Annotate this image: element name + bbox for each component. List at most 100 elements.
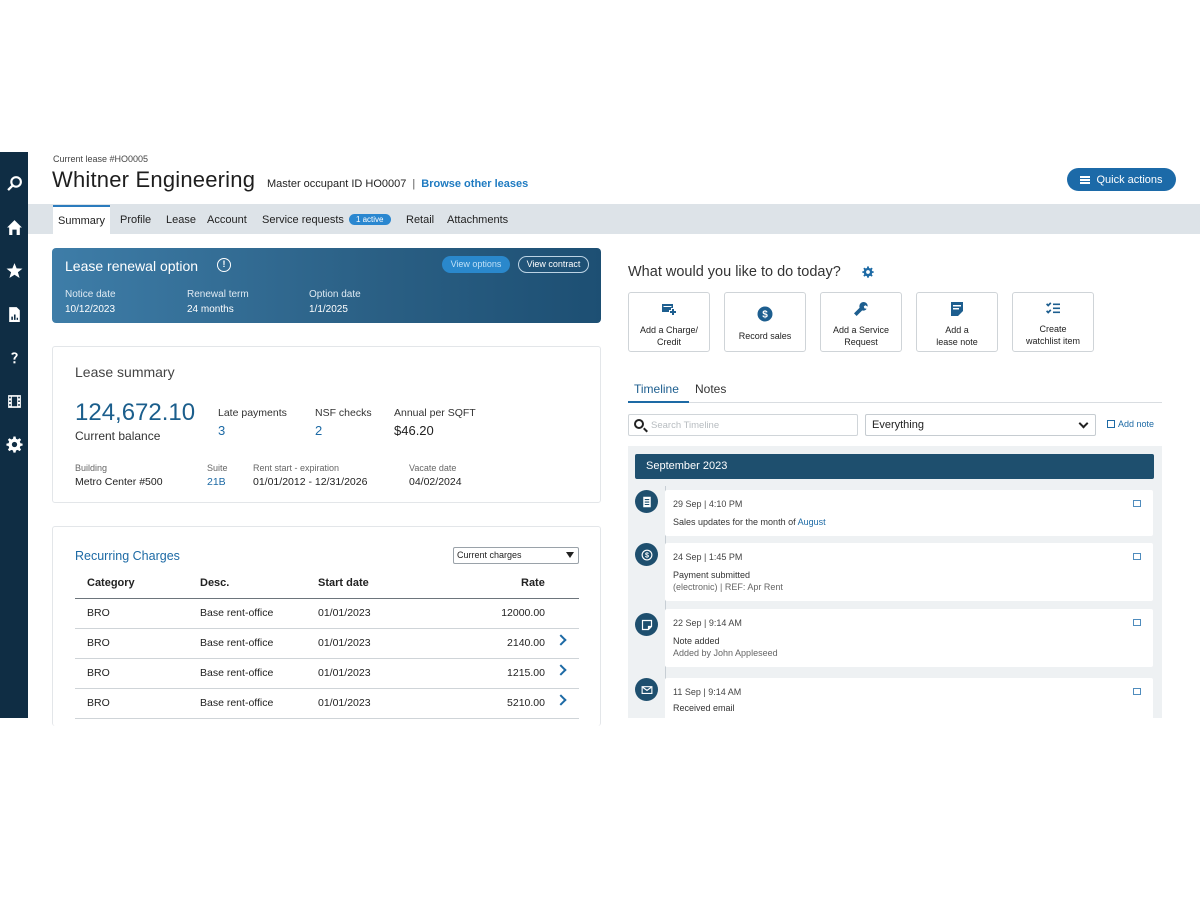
left-nav-rail: [0, 152, 28, 718]
tab-profile[interactable]: Profile: [120, 205, 151, 234]
add-service-request-button[interactable]: Add a Service Request: [820, 292, 902, 352]
expand-entry-icon[interactable]: [1133, 500, 1141, 507]
annual-per-sqft-value: $46.20: [394, 423, 434, 438]
recurring-charges-title: Recurring Charges: [75, 549, 180, 563]
expand-entry-icon[interactable]: [1133, 553, 1141, 560]
tab-summary[interactable]: Summary: [53, 205, 111, 234]
annual-per-sqft-label: Annual per SQFT: [394, 407, 476, 419]
timeline-panel: September 2023 29 Sep | 4:10 PM Sales up…: [628, 446, 1162, 718]
quick-actions-label: Quick actions: [1096, 173, 1163, 186]
home-icon[interactable]: [0, 212, 28, 242]
view-options-button[interactable]: View options: [442, 256, 510, 273]
entry-link[interactable]: August: [797, 517, 826, 527]
tab-account[interactable]: Account: [207, 205, 247, 234]
column-header-category: Category: [87, 577, 135, 589]
cell-start-date: 01/01/2023: [318, 667, 371, 679]
caret-down-icon: [566, 552, 574, 558]
add-charge-credit-button[interactable]: Add a Charge/ Credit: [628, 292, 710, 352]
tab-service-requests[interactable]: Service requests 1 active: [262, 205, 391, 234]
film-icon[interactable]: [0, 386, 28, 416]
current-lease-breadcrumb: Current lease #HO0005: [53, 154, 149, 164]
table-header-divider: [75, 598, 579, 599]
note-icon: [949, 301, 965, 317]
nsf-checks-value[interactable]: 2: [315, 423, 323, 438]
column-header-desc: Desc.: [200, 577, 230, 589]
star-icon[interactable]: [0, 255, 28, 285]
cell-category: BRO: [87, 667, 110, 679]
card-plus-icon: [661, 301, 677, 317]
entry-timestamp: 22 Sep | 9:14 AM: [673, 618, 742, 628]
record-sales-button[interactable]: $ Record sales: [724, 292, 806, 352]
create-watchlist-item-button[interactable]: Create watchlist item: [1012, 292, 1094, 352]
dollar-circle-icon: $: [757, 306, 773, 322]
action-label: watchlist item: [1025, 336, 1080, 346]
entry-subtext: (electronic) | REF: Apr Rent: [673, 582, 783, 592]
dollar-icon: $: [635, 543, 658, 566]
tab-notes[interactable]: Notes: [695, 382, 727, 396]
table-row[interactable]: BRO Base rent-office 01/01/2023 2140.00: [53, 628, 602, 658]
timeline-filter-select[interactable]: Everything: [865, 414, 1096, 436]
timeline-entry[interactable]: 11 Sep | 9:14 AM Received email: [665, 678, 1153, 718]
lease-renewal-card: Lease renewal option ! View options View…: [52, 248, 601, 323]
rent-start-expiration-label: Rent start - expiration: [253, 463, 340, 473]
chevron-right-icon[interactable]: [555, 694, 567, 706]
search-icon[interactable]: [0, 168, 28, 198]
customize-gear-icon[interactable]: [862, 265, 874, 278]
report-document-icon[interactable]: [0, 299, 28, 329]
table-row[interactable]: BRO Base rent-office 01/01/2023 12000.00: [53, 598, 602, 628]
entry-timestamp: 24 Sep | 1:45 PM: [673, 552, 743, 562]
settings-gear-icon[interactable]: [0, 429, 28, 459]
timeline-entry[interactable]: 29 Sep | 4:10 PM Sales updates for the m…: [665, 490, 1153, 536]
vacate-date-label: Vacate date: [409, 463, 457, 473]
tab-attachments[interactable]: Attachments: [447, 205, 508, 234]
chevron-right-icon[interactable]: [555, 664, 567, 676]
entry-text: Payment submitted: [673, 570, 751, 580]
late-payments-value[interactable]: 3: [218, 423, 226, 438]
expand-entry-icon[interactable]: [1133, 688, 1141, 695]
expand-entry-icon[interactable]: [1133, 619, 1141, 626]
suite-value[interactable]: 21B: [207, 476, 226, 488]
table-row[interactable]: BRO Base rent-office 01/01/2023 5210.00: [53, 688, 602, 718]
edit-note-icon: [1107, 420, 1115, 428]
svg-text:$: $: [645, 551, 649, 559]
browse-other-leases-link[interactable]: Browse other leases: [421, 178, 529, 190]
tab-timeline[interactable]: Timeline: [634, 382, 679, 396]
page-title: Whitner Engineering: [52, 167, 256, 192]
view-contract-button[interactable]: View contract: [518, 256, 589, 273]
add-lease-note-button[interactable]: Add a lease note: [916, 292, 998, 352]
add-note-link[interactable]: Add note: [1107, 419, 1154, 429]
charges-filter-select[interactable]: Current charges: [453, 547, 579, 564]
entry-text-main: Sales updates for the month of: [673, 517, 798, 527]
option-date-label: Option date: [309, 289, 361, 300]
table-row[interactable]: BRO Base rent-office 01/01/2023 1215.00: [53, 658, 602, 688]
action-label: Request: [844, 337, 878, 347]
row-divider: [75, 658, 579, 659]
renewal-term-label: Renewal term: [187, 289, 249, 300]
notice-date-label: Notice date: [65, 289, 116, 300]
sticky-note-icon: [635, 613, 658, 636]
quick-actions-button[interactable]: Quick actions: [1067, 168, 1176, 191]
menu-icon: [1080, 175, 1091, 184]
timeline-search-input[interactable]: [651, 417, 851, 433]
charges-filter-value: Current charges: [457, 550, 522, 560]
column-header-start-date: Start date: [318, 577, 369, 589]
tab-label: Profile: [120, 213, 152, 226]
month-header: September 2023: [635, 454, 1154, 479]
timeline-entry[interactable]: 22 Sep | 9:14 AM Note added Added by Joh…: [665, 609, 1153, 667]
action-label: lease note: [936, 337, 978, 347]
tab-label: Retail: [406, 213, 435, 226]
tab-bar: [28, 204, 1200, 234]
cell-rate: 2140.00: [507, 637, 545, 649]
chevron-right-icon[interactable]: [555, 634, 567, 646]
row-divider: [75, 688, 579, 689]
renewal-title: Lease renewal option: [65, 258, 199, 274]
timeline-filter-value: Everything: [872, 419, 924, 431]
lease-summary-title: Lease summary: [75, 364, 175, 380]
tab-lease[interactable]: Lease: [166, 205, 196, 234]
help-icon[interactable]: [0, 342, 28, 372]
timeline-entry[interactable]: 24 Sep | 1:45 PM Payment submitted (elec…: [665, 543, 1153, 601]
info-icon[interactable]: !: [217, 258, 231, 272]
vacate-date-value: 04/02/2024: [409, 476, 462, 488]
tab-retail[interactable]: Retail: [406, 205, 434, 234]
